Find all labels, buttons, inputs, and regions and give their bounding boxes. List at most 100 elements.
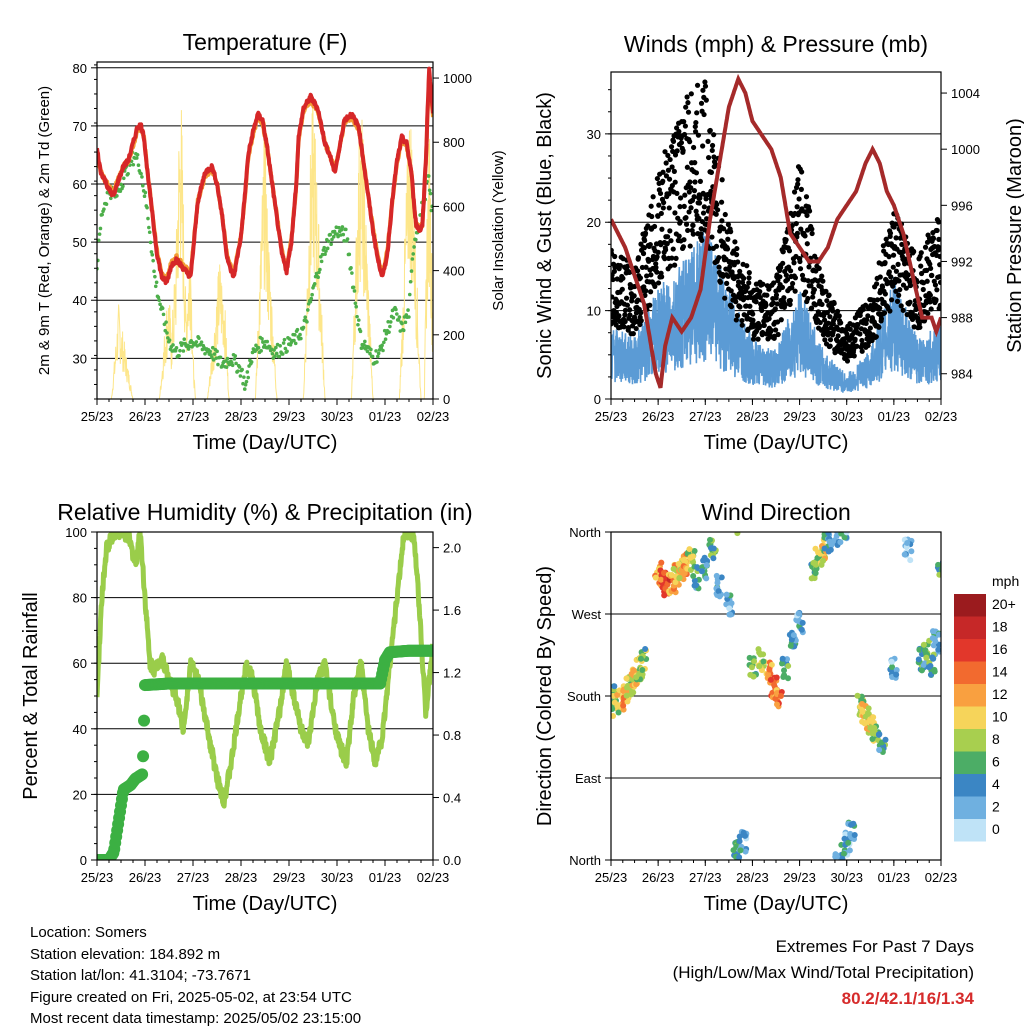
- speed-legend: mph 20+ 18 16 14 12 10 8 6 4 2 0: [954, 573, 1019, 842]
- y2-tick-label: 1.2: [443, 666, 461, 681]
- gust-point: [672, 210, 678, 216]
- dewpoint-point: [375, 360, 379, 364]
- gust-point: [662, 149, 668, 155]
- gust-point: [714, 201, 720, 208]
- gust-point: [929, 272, 935, 278]
- y2-tick-label: 0.0: [443, 853, 461, 868]
- gust-point: [924, 278, 930, 284]
- precipitation-point: [136, 768, 149, 781]
- dewpoint-point: [147, 230, 152, 235]
- y-tick-label: 60: [73, 656, 87, 671]
- y2-tick-label: 800: [443, 135, 465, 150]
- direction-point: [941, 575, 947, 581]
- gust-point: [720, 226, 727, 232]
- gust-point: [813, 313, 819, 319]
- panel-temperature: Temperature (F)3040506070800200400600800…: [36, 29, 507, 454]
- gust-point: [646, 258, 652, 264]
- gust-point: [770, 300, 776, 306]
- dewpoint-point: [153, 274, 157, 279]
- panel-humidity: Relative Humidity (%) & Precipitation (i…: [20, 499, 473, 915]
- dewpoint-point: [328, 232, 333, 237]
- gust-point: [694, 110, 700, 116]
- y2-tick-label: 1000: [443, 71, 472, 86]
- dewpoint-point: [230, 363, 235, 368]
- dewpoint-point: [362, 343, 366, 347]
- y-axis-label: 2m & 9m T (Red, Orange) & 2m Td (Green): [36, 86, 53, 375]
- direction-point: [812, 561, 819, 568]
- dewpoint-point: [277, 354, 282, 359]
- legend-label: 6: [992, 754, 1000, 770]
- gust-point: [857, 331, 863, 337]
- gust-point: [873, 334, 879, 340]
- dewpoint-point: [173, 348, 178, 353]
- gust-point: [621, 324, 627, 330]
- gust-point: [882, 259, 888, 266]
- gust-point: [887, 308, 893, 314]
- gust-point: [805, 295, 811, 302]
- direction-point: [723, 591, 730, 598]
- dewpoint-point: [186, 347, 191, 351]
- gust-point: [799, 272, 806, 278]
- gust-point: [927, 261, 933, 267]
- direction-point: [767, 676, 774, 683]
- gust-point: [631, 293, 637, 299]
- dewpoint-point: [140, 183, 145, 188]
- gust-point: [728, 229, 734, 235]
- y-tick-label: 80: [73, 61, 87, 76]
- x-tick-label: 29/23: [783, 870, 816, 885]
- gust-point: [642, 230, 649, 236]
- gust-point: [883, 236, 889, 242]
- gust-point: [643, 288, 649, 294]
- gust-point: [775, 331, 781, 338]
- direction-point: [935, 646, 941, 653]
- chart-title: Wind Direction: [701, 499, 851, 525]
- gust-point: [681, 203, 687, 209]
- dewpoint-point: [369, 347, 373, 352]
- dewpoint-point: [118, 189, 123, 194]
- gust-point: [808, 283, 814, 289]
- dewpoint-point: [171, 343, 175, 347]
- x-tick-label: 25/23: [595, 870, 628, 885]
- gust-point: [713, 243, 720, 249]
- gust-point: [934, 227, 940, 234]
- dewpoint-point: [146, 216, 150, 221]
- gust-point: [672, 179, 678, 185]
- dewpoint-point: [100, 212, 104, 217]
- x-tick-label: 27/23: [689, 870, 722, 885]
- direction-point: [708, 545, 715, 552]
- dewpoint-point: [140, 175, 144, 179]
- y-tick-label: East: [575, 771, 601, 786]
- gust-point: [741, 275, 747, 281]
- dewpoint-point: [134, 156, 139, 160]
- gust-point: [685, 109, 692, 115]
- gust-point: [804, 212, 810, 219]
- direction-point: [941, 572, 947, 578]
- direction-point: [691, 548, 698, 555]
- gust-point: [893, 288, 899, 294]
- gust-point: [677, 204, 683, 210]
- dewpoint-point: [295, 327, 300, 332]
- gust-point: [703, 97, 709, 103]
- gust-point: [896, 278, 902, 284]
- gust-point: [623, 295, 630, 301]
- gust-point: [725, 221, 731, 228]
- gust-point: [678, 140, 685, 146]
- direction-point: [843, 532, 850, 536]
- dewpoint-point: [181, 349, 186, 353]
- direction-point: [756, 663, 763, 670]
- legend-swatch: [954, 729, 986, 752]
- extremes-subtitle: (High/Low/Max Wind/Total Precipitation): [672, 963, 974, 982]
- gust-point: [768, 327, 774, 333]
- gust-point: [805, 278, 811, 284]
- direction-point: [734, 532, 741, 537]
- gust-point: [791, 260, 797, 266]
- gust-point: [683, 221, 690, 227]
- gust-point: [647, 302, 653, 308]
- dewpoint-point: [429, 208, 433, 213]
- station-location: Location: Somers: [30, 924, 147, 941]
- direction-point: [620, 688, 627, 695]
- dewpoint-point: [370, 354, 375, 359]
- temperature-2m-line: [97, 66, 433, 286]
- x-tick-label: 28/23: [736, 409, 769, 424]
- gust-point: [667, 228, 673, 234]
